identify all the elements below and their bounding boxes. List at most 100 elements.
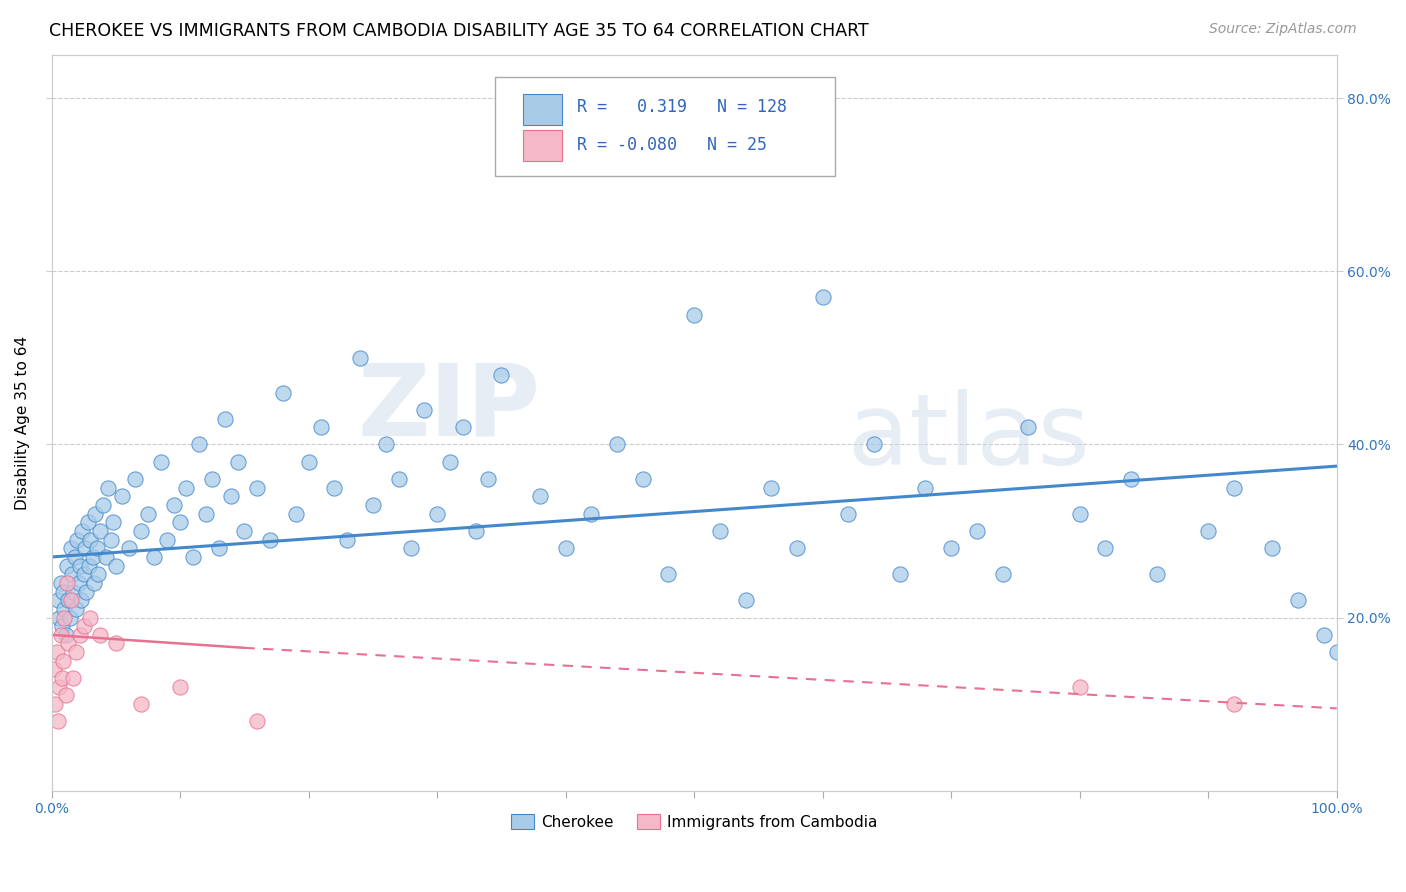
Point	[89, 524, 111, 538]
Point	[48, 680, 70, 694]
Point	[62, 671, 84, 685]
Point	[53, 602, 76, 616]
Point	[136, 507, 159, 521]
Point	[889, 567, 911, 582]
Point	[221, 490, 243, 504]
Point	[271, 385, 294, 400]
Point	[62, 584, 84, 599]
Point	[201, 472, 224, 486]
Point	[1286, 593, 1309, 607]
Point	[82, 549, 104, 564]
Point	[581, 507, 603, 521]
Point	[103, 516, 125, 530]
FancyBboxPatch shape	[523, 130, 562, 161]
Point	[761, 481, 783, 495]
Point	[991, 567, 1014, 582]
Point	[49, 628, 72, 642]
Text: R = -0.080   N = 25: R = -0.080 N = 25	[578, 136, 768, 154]
Point	[59, 541, 82, 556]
Point	[58, 610, 80, 624]
Point	[1313, 628, 1336, 642]
Point	[97, 481, 120, 495]
Point	[246, 481, 269, 495]
Point	[86, 541, 108, 556]
Point	[46, 593, 69, 607]
Point	[1223, 697, 1246, 711]
Point	[69, 558, 91, 573]
Point	[1223, 481, 1246, 495]
Point	[1017, 420, 1039, 434]
Point	[966, 524, 988, 538]
Point	[863, 437, 886, 451]
Point	[69, 628, 91, 642]
Point	[734, 593, 756, 607]
Point	[284, 507, 307, 521]
Point	[1146, 567, 1168, 582]
Text: ZIP: ZIP	[357, 359, 540, 457]
Point	[143, 549, 166, 564]
Point	[297, 455, 319, 469]
Point	[709, 524, 731, 538]
Point	[149, 455, 172, 469]
Point	[491, 368, 513, 383]
Point	[837, 507, 859, 521]
Point	[361, 498, 384, 512]
Point	[246, 714, 269, 729]
Point	[451, 420, 474, 434]
Point	[79, 533, 101, 547]
Point	[63, 549, 86, 564]
FancyBboxPatch shape	[495, 78, 835, 177]
Point	[83, 576, 105, 591]
Point	[374, 437, 396, 451]
Point	[387, 472, 409, 486]
Point	[914, 481, 936, 495]
Point	[45, 645, 67, 659]
Point	[529, 490, 551, 504]
Point	[55, 689, 77, 703]
Point	[55, 628, 77, 642]
Point	[104, 558, 127, 573]
Point	[65, 602, 87, 616]
Point	[401, 541, 423, 556]
Point	[811, 290, 834, 304]
Point	[176, 481, 198, 495]
Point	[58, 593, 80, 607]
Point	[72, 524, 94, 538]
Point	[169, 680, 191, 694]
Point	[56, 576, 79, 591]
Point	[181, 549, 204, 564]
Point	[52, 584, 75, 599]
Point	[60, 567, 83, 582]
Point	[79, 610, 101, 624]
Point	[94, 549, 117, 564]
Point	[84, 507, 107, 521]
Point	[188, 437, 211, 451]
Y-axis label: Disability Age 35 to 64: Disability Age 35 to 64	[15, 335, 30, 510]
Point	[49, 576, 72, 591]
Point	[51, 619, 73, 633]
Point	[59, 593, 82, 607]
Point	[311, 420, 333, 434]
Point	[156, 533, 179, 547]
Point	[44, 697, 66, 711]
Point	[657, 567, 679, 582]
Point	[606, 437, 628, 451]
Point	[939, 541, 962, 556]
Point	[42, 663, 65, 677]
Point	[464, 524, 486, 538]
Point	[66, 533, 89, 547]
Point	[91, 498, 114, 512]
Text: R =   0.319   N = 128: R = 0.319 N = 128	[578, 98, 787, 116]
Point	[77, 558, 100, 573]
Point	[439, 455, 461, 469]
Point	[111, 490, 134, 504]
Point	[259, 533, 281, 547]
Point	[56, 558, 79, 573]
Point	[124, 472, 146, 486]
Point	[226, 455, 249, 469]
Point	[131, 524, 153, 538]
Point	[194, 507, 217, 521]
Point	[58, 636, 80, 650]
Point	[73, 619, 96, 633]
Point	[233, 524, 256, 538]
